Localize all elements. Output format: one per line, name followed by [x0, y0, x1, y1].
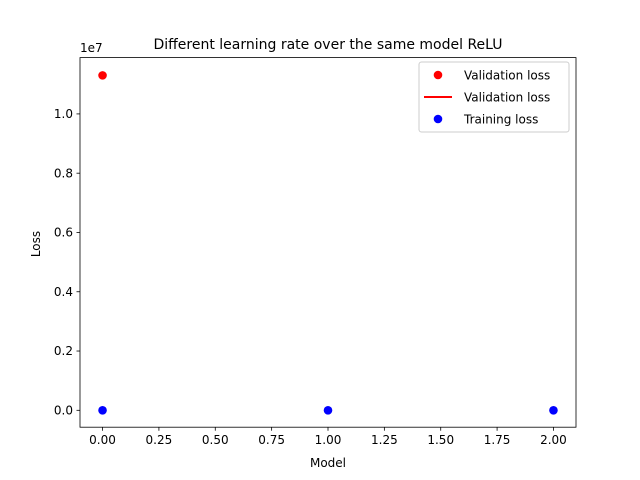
- x-tick-label: 1.25: [371, 433, 398, 447]
- data-point: [98, 406, 107, 415]
- y-tick-label: 0.8: [54, 166, 73, 180]
- data-marks: [98, 71, 558, 415]
- x-tick-label: 0.25: [146, 433, 173, 447]
- x-tick-label: 0.50: [202, 433, 229, 447]
- legend-marker: [433, 70, 443, 80]
- legend: Validation loss Validation loss Training l…: [418, 61, 570, 133]
- chart-title: Different learning rate over the same mo…: [153, 37, 502, 53]
- y-tick-label: 1.0: [54, 107, 73, 121]
- y-tick-label: 0.0: [54, 404, 73, 418]
- x-tick-label: 1.75: [484, 433, 511, 447]
- y-tick-label: 0.6: [54, 226, 73, 240]
- x-tick-label: 1.00: [315, 433, 342, 447]
- x-axis-ticks: 0.00 0.25 0.50 0.75 1.00 1.25 1.50 1.75 2.00: [89, 427, 567, 447]
- data-point: [98, 71, 107, 80]
- legend-label: Validation loss: [464, 91, 550, 105]
- legend-box: [418, 61, 570, 133]
- legend-label: Validation loss: [464, 69, 550, 83]
- x-tick-label: 2.00: [540, 433, 567, 447]
- x-tick-label: 0.75: [258, 433, 285, 447]
- legend-label: Training loss: [463, 113, 538, 127]
- y-scale-label: 1e7: [80, 41, 103, 55]
- x-tick-label: 1.50: [427, 433, 454, 447]
- x-tick-label: 0.00: [89, 433, 116, 447]
- y-axis-label: Loss: [29, 231, 43, 257]
- y-tick-label: 0.4: [54, 285, 73, 299]
- x-axis-label: Model: [310, 456, 346, 470]
- legend-marker: [433, 114, 443, 124]
- y-tick-label: 0.2: [54, 344, 73, 358]
- data-point: [549, 406, 558, 415]
- data-point: [323, 406, 333, 415]
- plot-frame: [79, 57, 577, 428]
- y-axis-ticks: 0.0 0.2 0.4 0.6 0.8 1.0: [54, 107, 80, 418]
